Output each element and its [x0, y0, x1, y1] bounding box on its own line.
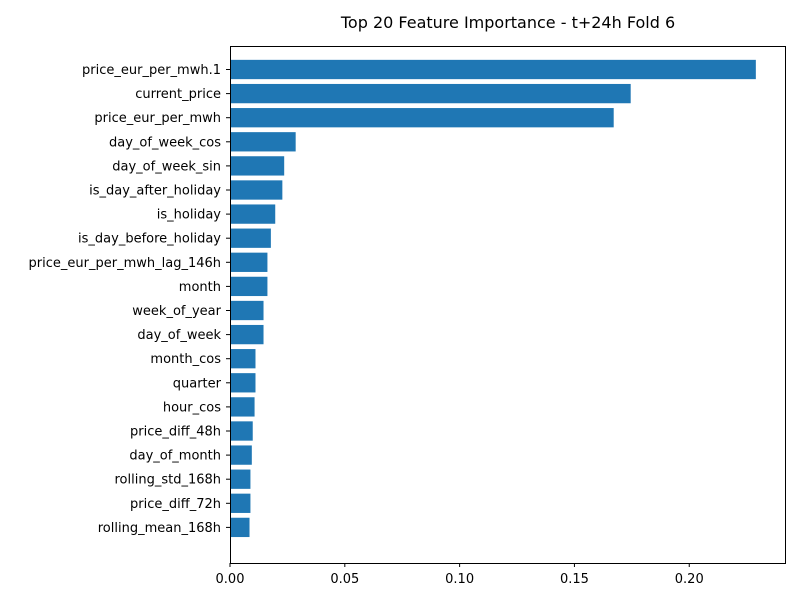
bar-day_of_week_sin — [230, 156, 285, 176]
y-tick-label: week_of_year — [132, 304, 221, 319]
y-tick-label: is_day_after_holiday — [89, 184, 221, 199]
bar-day_of_week — [230, 324, 264, 345]
x-axis-ticks: 0.00 0.05 0.10 0.15 0.20 — [216, 563, 704, 587]
bar-current_price — [230, 83, 631, 104]
bar-day_of_month — [230, 445, 252, 465]
bar-rolling_std_168h — [230, 469, 251, 489]
bar-is_holiday — [230, 204, 276, 224]
y-tick-label: current_price — [135, 87, 221, 102]
bar-price_diff_72h — [230, 493, 251, 513]
bar-day_of_week_cos — [230, 132, 296, 152]
bar-rolling_mean_168h — [230, 517, 250, 538]
x-tick-label: 0.05 — [330, 572, 359, 587]
bar-price_eur_per_mwh_lag_146h — [230, 252, 268, 272]
y-tick-label: price_eur_per_mwh.1 — [82, 63, 221, 78]
chart-title: Top 20 Feature Importance - t+24h Fold 6 — [340, 13, 675, 32]
y-tick-label: is_day_before_holiday — [78, 232, 221, 247]
bar-month_cos — [230, 349, 256, 369]
y-tick-label: day_of_week — [137, 328, 221, 343]
y-tick-label: hour_cos — [163, 400, 221, 415]
y-tick-label: rolling_mean_168h — [98, 521, 221, 536]
y-tick-label: quarter — [173, 376, 222, 391]
x-tick-label: 0.00 — [216, 572, 245, 587]
bar-price_diff_48h — [230, 421, 253, 441]
bar-month — [230, 276, 268, 297]
y-tick-label: price_eur_per_mwh — [94, 111, 221, 126]
y-tick-label: price_eur_per_mwh_lag_146h — [29, 256, 221, 271]
y-tick-label: month — [179, 280, 221, 295]
x-tick-label: 0.20 — [675, 572, 704, 587]
y-tick-label: price_diff_48h — [130, 425, 221, 440]
y-tick-label: day_of_week_sin — [112, 159, 221, 174]
bar-is_day_before_holiday — [230, 228, 271, 248]
bar-hour_cos — [230, 397, 255, 417]
plot-frame — [230, 46, 786, 564]
bar-price_eur_per_mwh — [230, 108, 614, 128]
y-tick-label: is_holiday — [157, 208, 222, 223]
y-tick-label: month_cos — [150, 352, 221, 367]
bar-week_of_year — [230, 300, 264, 321]
bar-is_day_after_holiday — [230, 180, 283, 200]
x-tick-label: 0.10 — [445, 572, 474, 587]
y-tick-label: day_of_week_cos — [109, 135, 221, 150]
y-tick-label: price_diff_72h — [130, 497, 221, 512]
y-tick-label: rolling_std_168h — [114, 473, 221, 488]
x-tick-label: 0.15 — [560, 572, 589, 587]
bars-group — [230, 59, 756, 538]
bar-quarter — [230, 373, 256, 393]
y-tick-label: day_of_month — [129, 449, 221, 464]
y-axis-ticks: price_eur_per_mwh.1 current_price price_eu… — [29, 63, 230, 536]
bar-price_eur_per_mwh.1 — [230, 59, 756, 80]
